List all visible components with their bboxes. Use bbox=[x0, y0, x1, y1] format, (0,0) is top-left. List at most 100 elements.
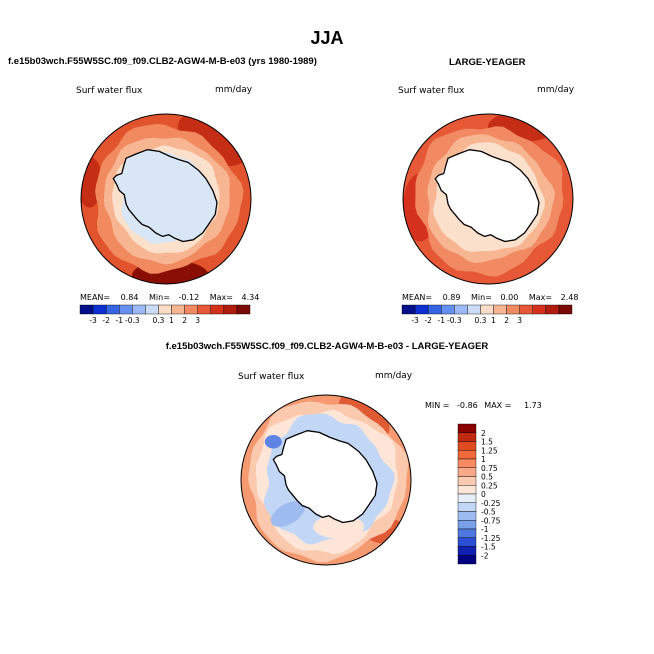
right-colorbar-box bbox=[493, 304, 507, 315]
figure-title: JJA bbox=[310, 28, 344, 48]
diff-colorbar-tick: 1.5 bbox=[481, 438, 493, 447]
right-antarctica-coastline bbox=[434, 149, 540, 243]
right-variable-label: Surf water flux bbox=[398, 86, 465, 96]
diff-colorbar-tick: -2 bbox=[481, 551, 489, 560]
diff-colorbar-box bbox=[457, 502, 477, 512]
diff-colorbar-box bbox=[457, 493, 477, 503]
diff-min-value: -0.86 bbox=[457, 401, 478, 410]
diff-colorbar-box bbox=[457, 511, 477, 521]
left-colorbar-box bbox=[105, 304, 120, 315]
left-colorbar-box bbox=[79, 304, 94, 315]
right-units-label: mm/day bbox=[537, 85, 575, 95]
left-colorbar-box bbox=[197, 304, 211, 315]
right-colorbar-box bbox=[506, 304, 520, 315]
left-colorbar-tick: -0.3 bbox=[125, 316, 140, 325]
right-panel-title: LARGE-YEAGER bbox=[449, 57, 526, 68]
right-max-label: Max= bbox=[528, 293, 553, 302]
left-min-label: Min= bbox=[149, 293, 170, 302]
left-colorbar-tick: -3 bbox=[89, 316, 97, 325]
diff-colorbar-tick: 2 bbox=[481, 429, 486, 438]
diff-colorbar-box bbox=[457, 467, 477, 477]
right-colorbar-tick: -0.3 bbox=[447, 316, 462, 325]
right-colorbar-box bbox=[427, 304, 442, 315]
diff-field-patch bbox=[264, 434, 282, 449]
diff-colorbar-box bbox=[457, 450, 477, 460]
left-colorbar-box bbox=[92, 304, 107, 315]
diff-colorbar-tick: -1.25 bbox=[481, 534, 501, 543]
left-colorbar-box bbox=[145, 304, 159, 315]
left-globe-border bbox=[80, 113, 252, 285]
left-colorbar-tick: -2 bbox=[102, 316, 110, 325]
diff-colorbar-box bbox=[457, 423, 477, 433]
right-colorbar-box bbox=[519, 304, 533, 315]
left-colorbar: -3 -2 -1 -0.3 0.3 1 2 3 bbox=[79, 304, 251, 325]
diff-colorbar-tick: -0.5 bbox=[481, 508, 496, 517]
left-colorbar-tick: 2 bbox=[182, 316, 187, 325]
right-colorbar-tick: 0.3 bbox=[474, 316, 486, 325]
diff-colorbar-tick: 0.5 bbox=[481, 473, 493, 482]
right-map bbox=[402, 113, 574, 285]
right-min-value: 0.00 bbox=[500, 293, 519, 302]
right-colorbar-tick: 1 bbox=[491, 316, 496, 325]
left-variable-label: Surf water flux bbox=[76, 86, 143, 96]
diff-colorbar-box bbox=[457, 555, 477, 565]
right-colorbar-box bbox=[441, 304, 455, 315]
right-colorbar-box bbox=[480, 304, 494, 315]
right-colorbar-box bbox=[558, 304, 573, 315]
left-colorbar-tick: -1 bbox=[115, 316, 123, 325]
diff-globe-border bbox=[240, 394, 412, 566]
diff-colorbar: 21.51.2510.750.50.250-0.25-0.5-0.75-1-1.… bbox=[457, 423, 501, 565]
left-colorbar-box bbox=[210, 304, 225, 315]
left-mean-value: 0.84 bbox=[120, 293, 139, 302]
left-colorbar-box bbox=[119, 304, 133, 315]
right-colorbar-box bbox=[545, 304, 560, 315]
left-colorbar-box bbox=[132, 304, 146, 315]
diff-colorbar-tick: 0.25 bbox=[481, 481, 498, 490]
diff-colorbar-tick: -0.25 bbox=[481, 499, 501, 508]
right-mean-label: MEAN= bbox=[402, 293, 433, 302]
right-colorbar-box bbox=[401, 304, 416, 315]
diff-panel-title: f.e15b03wch.F55W5SC.f09_f09.CLB2-AGW4-M-… bbox=[165, 341, 489, 352]
right-stats: MEAN= 0.89 Min= 0.00 Max= 2.48 bbox=[402, 293, 578, 302]
diff-colorbar-tick: 0 bbox=[481, 490, 486, 499]
left-colorbar-box bbox=[236, 304, 251, 315]
left-max-value: 4.34 bbox=[241, 293, 260, 302]
right-colorbar-tick: -3 bbox=[411, 316, 419, 325]
right-colorbar-box bbox=[532, 304, 547, 315]
right-colorbar-tick: 3 bbox=[517, 316, 522, 325]
diff-colorbar-tick: -1.5 bbox=[481, 543, 496, 552]
right-min-label: Min= bbox=[471, 293, 492, 302]
diff-min-label: MIN = bbox=[425, 401, 450, 410]
right-colorbar-box bbox=[414, 304, 429, 315]
diff-colorbar-tick: 1 bbox=[481, 455, 486, 464]
right-colorbar-box bbox=[454, 304, 468, 315]
right-globe-border bbox=[402, 113, 574, 285]
right-colorbar-box bbox=[467, 304, 481, 315]
left-units-label: mm/day bbox=[215, 85, 253, 95]
diff-colorbar-box bbox=[457, 546, 477, 556]
diff-colorbar-tick: 1.25 bbox=[481, 446, 498, 455]
right-colorbar-tick: 2 bbox=[504, 316, 509, 325]
diff-colorbar-box bbox=[457, 458, 477, 468]
left-antarctica-coastline bbox=[112, 149, 218, 243]
left-colorbar-box bbox=[184, 304, 198, 315]
diff-colorbar-tick: -1 bbox=[481, 525, 489, 534]
left-max-label: Max= bbox=[209, 293, 233, 302]
diff-field-patch bbox=[270, 501, 305, 527]
diff-colorbar-tick: 0.75 bbox=[481, 464, 498, 473]
left-colorbar-tick: 1 bbox=[169, 316, 174, 325]
right-mean-value: 0.89 bbox=[442, 293, 461, 302]
left-colorbar-tick: 3 bbox=[195, 316, 200, 325]
diff-colorbar-box bbox=[457, 528, 477, 538]
left-mean-label: MEAN= bbox=[80, 293, 111, 302]
left-colorbar-box bbox=[223, 304, 238, 315]
diff-antarctica-coastline bbox=[272, 430, 378, 524]
diff-variable-label: Surf water flux bbox=[238, 372, 305, 382]
left-min-value: -0.12 bbox=[178, 293, 200, 302]
diff-colorbar-box bbox=[457, 537, 477, 547]
diff-max-label: MAX = bbox=[484, 401, 512, 410]
left-colorbar-box bbox=[171, 304, 185, 315]
right-colorbar: -3 -2 -1 -0.3 0.3 1 2 3 bbox=[401, 304, 573, 325]
right-colorbar-tick: -2 bbox=[424, 316, 432, 325]
